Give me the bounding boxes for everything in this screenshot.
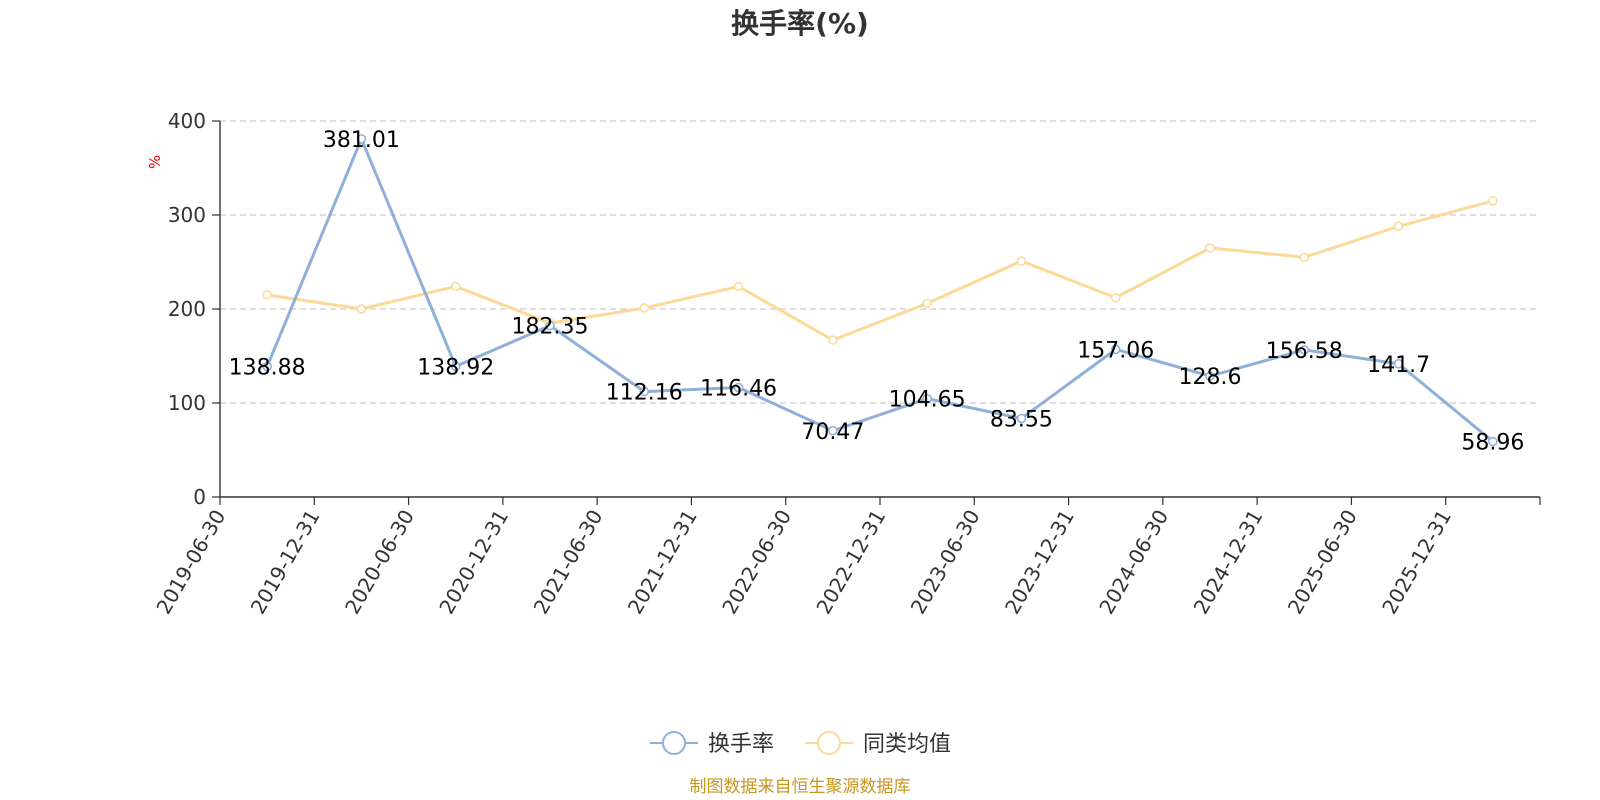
grid-lines bbox=[220, 120, 1540, 404]
x-tick-label: 2024-12-31 bbox=[1189, 506, 1268, 619]
data-point bbox=[545, 320, 555, 331]
y-tick-label: 400 bbox=[168, 109, 206, 133]
data-label: 141.7 bbox=[1367, 353, 1430, 378]
legend: 换手率 同类均值 bbox=[650, 731, 951, 757]
data-point bbox=[1205, 371, 1215, 381]
data-point bbox=[356, 134, 367, 144]
data-point bbox=[828, 426, 838, 436]
x-tick-label: 2022-12-31 bbox=[811, 506, 890, 619]
data-point bbox=[356, 304, 367, 314]
data-point bbox=[1393, 221, 1404, 232]
x-tick-label: 2025-06-30 bbox=[1283, 506, 1362, 619]
data-point bbox=[1110, 292, 1121, 303]
x-tick-label: 2019-06-30 bbox=[151, 506, 230, 619]
x-tick-label: 2022-06-30 bbox=[717, 506, 796, 619]
data-point bbox=[262, 290, 272, 300]
series-line bbox=[265, 137, 1494, 443]
data-point bbox=[1016, 256, 1027, 266]
legend-label: 换手率 bbox=[708, 732, 774, 757]
data-point bbox=[922, 393, 932, 404]
data-point bbox=[1110, 344, 1121, 355]
data-point bbox=[262, 361, 272, 372]
y-tick-label: 200 bbox=[168, 297, 206, 321]
x-tick-label: 2021-12-31 bbox=[623, 506, 702, 619]
x-tick-label: 2021-06-30 bbox=[529, 506, 608, 619]
chart-title: 换手率(%) bbox=[731, 7, 869, 40]
data-point bbox=[639, 386, 650, 397]
data-point bbox=[1016, 413, 1027, 424]
data-point bbox=[733, 281, 744, 292]
data-source-note: 制图数据来自恒生聚源数据库 bbox=[690, 777, 911, 797]
x-tick-label: 2020-06-30 bbox=[340, 506, 419, 619]
y-axis-unit-label: % bbox=[146, 155, 164, 169]
legend-item-turnover: 换手率 bbox=[650, 731, 774, 757]
x-tick-label: 2019-12-31 bbox=[246, 506, 325, 619]
data-point bbox=[733, 382, 744, 393]
y-tick-label: 300 bbox=[168, 203, 206, 227]
data-point bbox=[1488, 436, 1498, 447]
data-label: 138.92 bbox=[417, 355, 494, 380]
data-point bbox=[1393, 359, 1404, 369]
data-label: 116.46 bbox=[700, 377, 777, 402]
data-label: 104.65 bbox=[889, 388, 966, 413]
data-point bbox=[639, 303, 650, 313]
x-tick-label: 2023-06-30 bbox=[906, 506, 985, 619]
data-label: 156.58 bbox=[1266, 339, 1343, 364]
data-label: 182.35 bbox=[512, 315, 589, 340]
data-label: 58.96 bbox=[1461, 431, 1524, 456]
data-point bbox=[922, 298, 932, 309]
data-point bbox=[1299, 345, 1310, 355]
x-tick-label: 2024-06-30 bbox=[1094, 506, 1173, 619]
legend-marker bbox=[817, 731, 841, 755]
data-point bbox=[450, 281, 461, 292]
x-tick-label: 2020-12-31 bbox=[434, 506, 513, 619]
data-point bbox=[828, 335, 838, 345]
data-point bbox=[1488, 196, 1498, 206]
data-label: 381.01 bbox=[323, 128, 400, 153]
series-line bbox=[266, 199, 1494, 342]
legend-marker bbox=[662, 731, 686, 755]
data-label: 128.6 bbox=[1179, 365, 1242, 390]
data-label: 138.88 bbox=[229, 355, 306, 380]
data-point bbox=[450, 361, 461, 372]
data-label: 70.47 bbox=[801, 420, 864, 445]
x-tick-label: 2025-12-31 bbox=[1377, 506, 1456, 619]
data-point bbox=[1299, 252, 1310, 263]
series-peer-average bbox=[262, 196, 1498, 345]
data-point bbox=[1205, 243, 1215, 253]
y-tick-label: 0 bbox=[193, 485, 206, 509]
data-label: 83.55 bbox=[990, 407, 1053, 432]
legend-label: 同类均值 bbox=[863, 732, 951, 757]
series-turnover bbox=[262, 134, 1498, 447]
series-layer bbox=[262, 134, 1498, 447]
legend-item-peer-average: 同类均值 bbox=[805, 731, 951, 757]
y-tick-label: 100 bbox=[168, 391, 206, 415]
data-label-layer: 138.88 381.01 138.92 182.35 112.16 116.46 70.4… bbox=[229, 128, 1525, 456]
data-label: 112.16 bbox=[606, 381, 683, 406]
x-tick-label: 2023-12-31 bbox=[1000, 506, 1079, 619]
data-label: 157.06 bbox=[1077, 338, 1154, 363]
